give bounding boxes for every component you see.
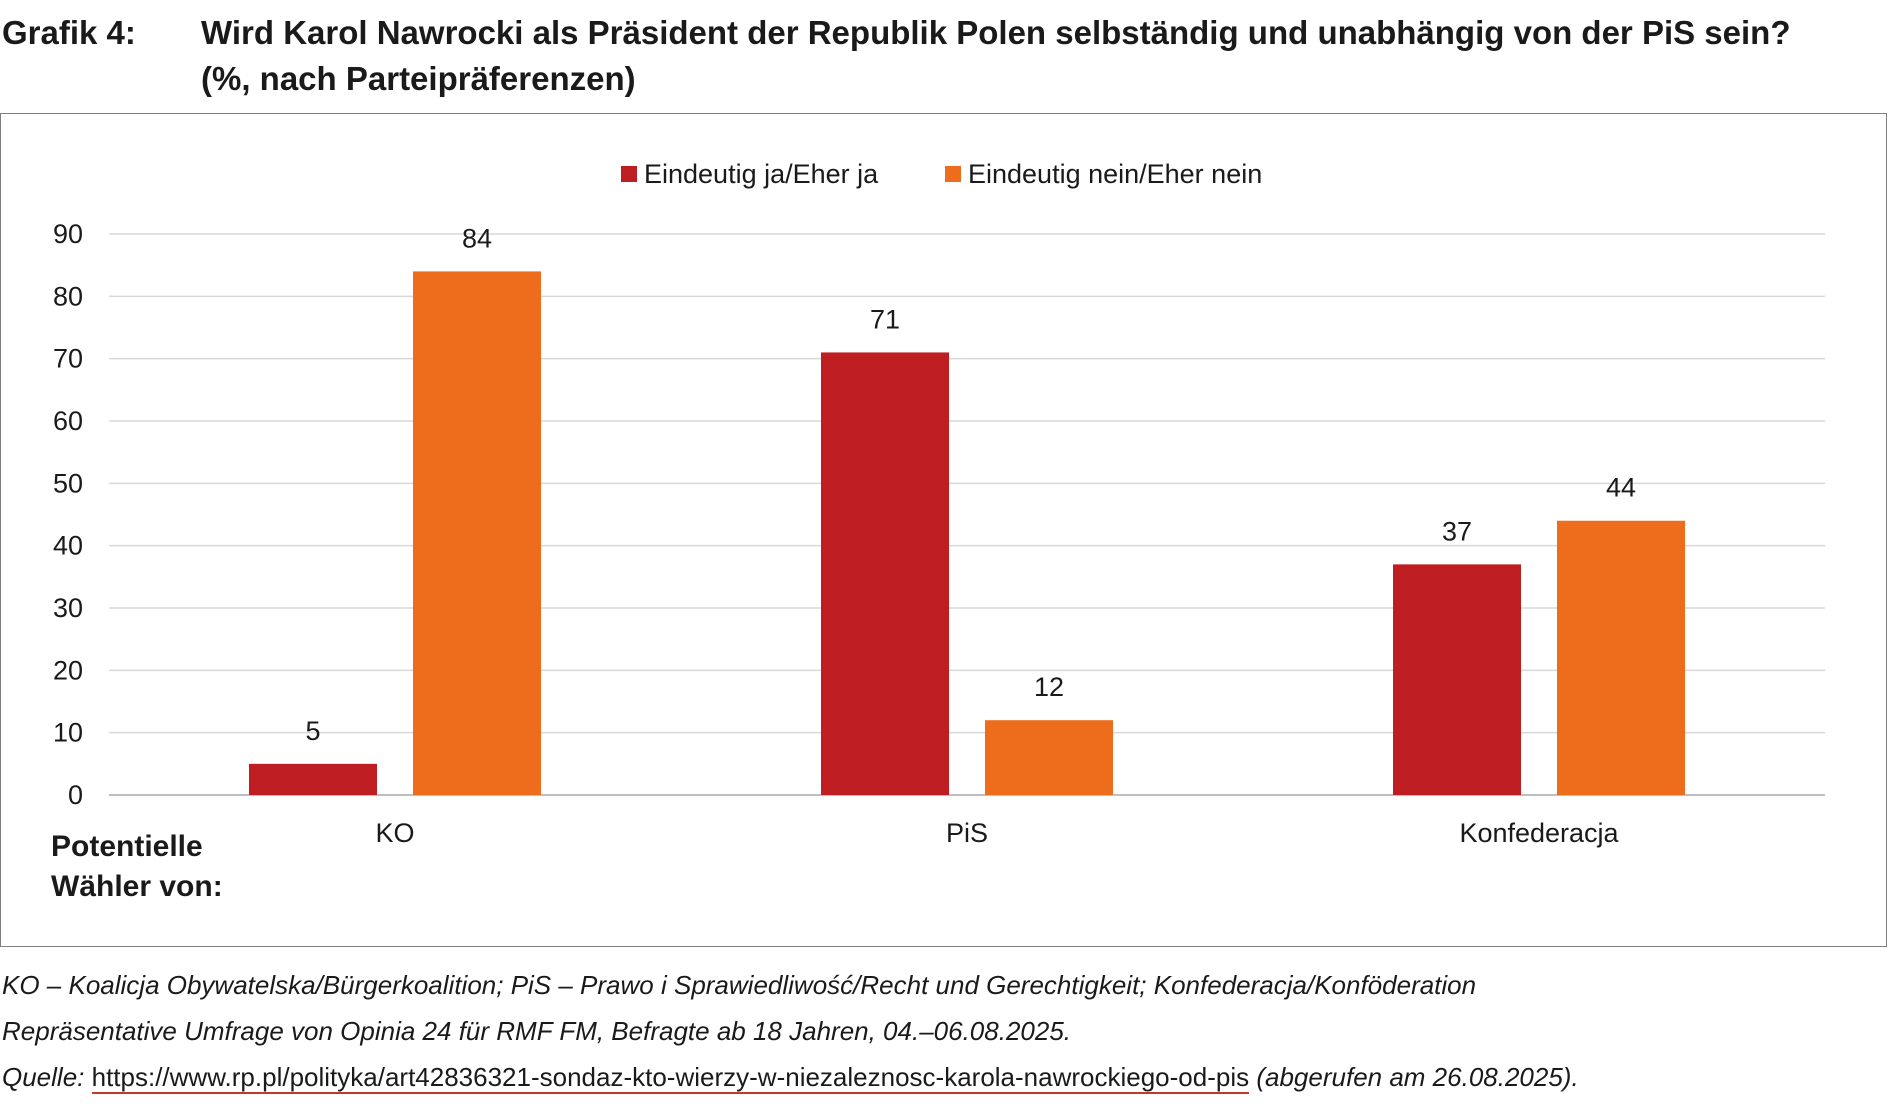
abbreviation-note: KO – Koalicja Obywatelska/Bürgerkoalitio… xyxy=(2,970,1477,1000)
bar-chart: 0 10 20 30 40 50 60 70 80 90 5 84 KO 71 12 PiS 37 44 Konfe… xyxy=(51,159,1825,903)
legend-label-2: Eindeutig nein/Eher nein xyxy=(968,159,1262,189)
data-label-konfederacja-series-1: 37 xyxy=(1442,516,1472,546)
x-tick-label-ko: KO xyxy=(375,818,414,848)
data-label-konfederacja-series-2: 44 xyxy=(1606,473,1636,503)
chart-frame: 0 10 20 30 40 50 60 70 80 90 5 84 KO 71 12 PiS 37 44 Konfe… xyxy=(0,113,1887,947)
figure-label: Grafik 4: xyxy=(2,14,136,51)
data-label-ko-series-2: 84 xyxy=(462,223,492,253)
x-tick-label-konfederacja: Konfederacja xyxy=(1459,818,1619,848)
data-label-pis-series-1: 71 xyxy=(870,304,900,334)
chart-title: Wird Karol Nawrocki als Präsident der Re… xyxy=(201,10,1891,102)
x-axis-title-line-1: Potentielle xyxy=(51,830,203,863)
source-link[interactable]: https://www.rp.pl/polityka/art42836321-s… xyxy=(91,1062,1250,1094)
legend-swatch-1 xyxy=(621,166,637,182)
y-tick-label-50: 50 xyxy=(53,468,83,498)
bar-pis-series-2 xyxy=(985,720,1113,795)
source-prefix: Quelle: xyxy=(2,1062,92,1092)
bar-konfederacja-series-1 xyxy=(1393,564,1521,795)
y-tick-label-90: 90 xyxy=(53,219,83,249)
footnotes: KO – Koalicja Obywatelska/Bürgerkoalitio… xyxy=(2,962,1887,1100)
y-tick-label-60: 60 xyxy=(53,406,83,436)
source-suffix: (abgerufen am 26.08.2025). xyxy=(1249,1062,1579,1092)
bar-konfederacja-series-2 xyxy=(1557,520,1685,795)
bar-ko-series-2 xyxy=(413,271,541,795)
chart-title-line-1: Wird Karol Nawrocki als Präsident der Re… xyxy=(201,14,1791,51)
bar-ko-series-1 xyxy=(249,763,377,795)
source-note: Quelle: https://www.rp.pl/polityka/art42… xyxy=(2,1054,1887,1100)
x-axis-title: Potentielle Wähler von: xyxy=(51,830,223,903)
survey-note: Repräsentative Umfrage von Opinia 24 für… xyxy=(2,1016,1072,1046)
y-tick-label-80: 80 xyxy=(53,281,83,311)
y-tick-label-40: 40 xyxy=(53,531,83,561)
data-label-pis-series-2: 12 xyxy=(1034,672,1064,702)
y-tick-label-0: 0 xyxy=(68,780,83,810)
chart-title-line-2: (%, nach Parteipräferenzen) xyxy=(201,60,636,97)
data-label-ko-series-1: 5 xyxy=(305,716,320,746)
y-tick-label-30: 30 xyxy=(53,593,83,623)
y-tick-label-20: 20 xyxy=(53,655,83,685)
bar-pis-series-1 xyxy=(821,352,949,795)
x-tick-label-pis: PiS xyxy=(946,818,988,848)
x-axis-title-line-2: Wähler von: xyxy=(51,870,223,903)
y-tick-label-10: 10 xyxy=(53,718,83,748)
y-tick-label-70: 70 xyxy=(53,344,83,374)
legend-swatch-2 xyxy=(945,166,961,182)
legend-label-1: Eindeutig ja/Eher ja xyxy=(644,159,879,189)
